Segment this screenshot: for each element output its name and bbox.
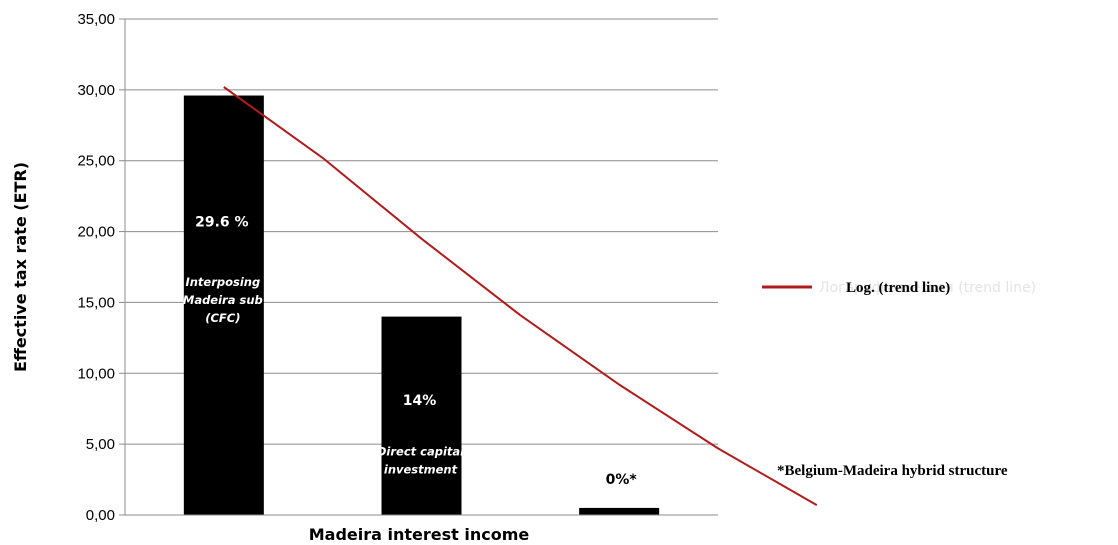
- trend-line: [223, 86, 818, 506]
- legend: Логарифмическая (trend line) Log. (trend…: [762, 280, 1036, 296]
- y-axis-title: Effective tax rate (ETR): [11, 162, 30, 372]
- bar-value-label: 14%: [403, 393, 437, 409]
- bar-description: Madeira sub: [183, 293, 263, 307]
- y-tick-label: 20,00: [77, 224, 115, 241]
- legend-trend-label: Log. (trend line): [846, 280, 950, 296]
- x-axis-title: Madeira interest income: [309, 525, 530, 544]
- footnote: *Belgium-Madeira hybrid structure: [777, 463, 1008, 479]
- bar: [381, 316, 462, 515]
- y-tick-label: 5,00: [86, 436, 115, 453]
- bar: [183, 95, 264, 516]
- y-tick-label: 35,00: [77, 11, 115, 28]
- bar-value-label: 29.6 %: [195, 214, 248, 230]
- bars: [183, 95, 660, 516]
- bar-labels: 29.6 % 14% 0%* Interposing Madeira sub (CFC) D…: [183, 214, 638, 488]
- y-tick-label: 15,00: [77, 294, 115, 311]
- legend-ghost-label: Логарифмическая (trend line): [819, 280, 1036, 296]
- trend-line-group: [223, 86, 818, 506]
- bar-description: Interposing: [185, 275, 260, 289]
- bar-description: investment: [384, 463, 458, 477]
- y-tick-label: 25,00: [77, 153, 115, 170]
- bar-description: Direct capital: [377, 445, 465, 459]
- bar: [579, 507, 660, 515]
- y-tick-label: 10,00: [77, 365, 115, 382]
- y-tick-label: 0,00: [86, 507, 115, 524]
- y-tick-label: 30,00: [77, 82, 115, 99]
- y-axis-ticks: 0,00 5,00 10,00 15,00 20,00 25,00 30,00 35,00: [77, 11, 125, 524]
- bar-description: (CFC): [205, 311, 240, 325]
- bar-value-label: 0%*: [606, 472, 638, 488]
